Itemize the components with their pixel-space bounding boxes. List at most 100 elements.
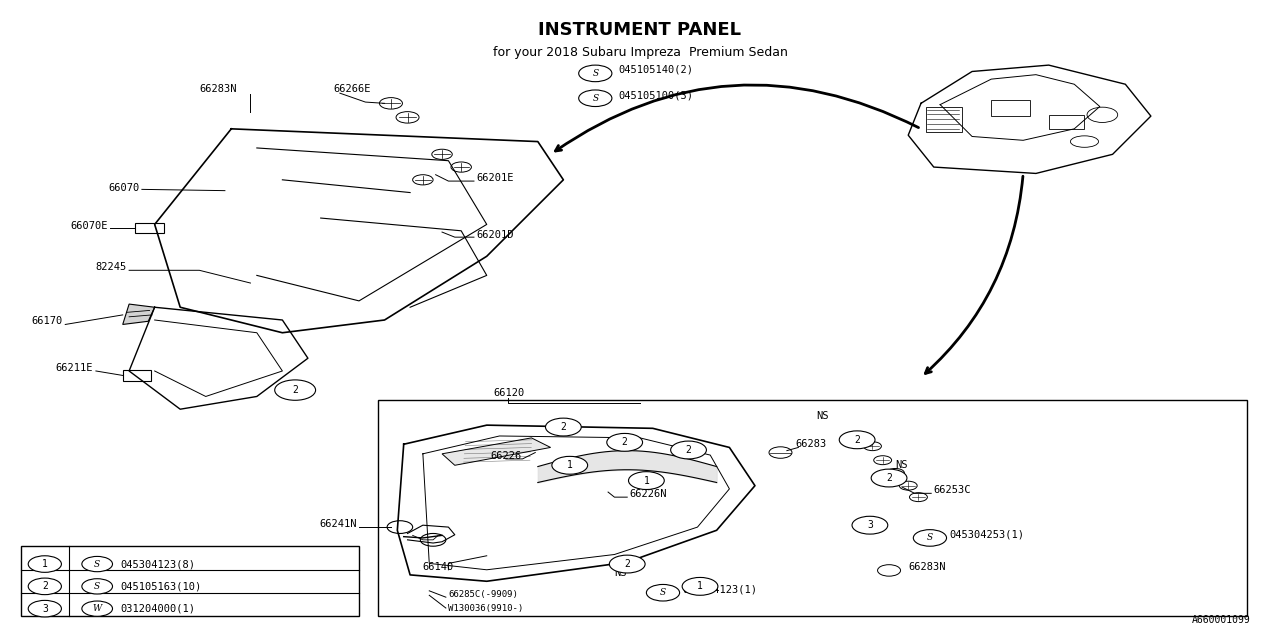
Text: 66226N: 66226N (630, 489, 667, 499)
Text: 66211E: 66211E (56, 363, 93, 373)
Text: INSTRUMENT PANEL: INSTRUMENT PANEL (539, 20, 741, 38)
Text: 1: 1 (698, 581, 703, 591)
Text: 045304253(1): 045304253(1) (948, 530, 1024, 540)
Circle shape (82, 579, 113, 594)
Ellipse shape (1070, 136, 1098, 147)
Text: 66283N: 66283N (200, 84, 237, 94)
Circle shape (609, 555, 645, 573)
Circle shape (671, 441, 707, 459)
Text: 66285C(-9909): 66285C(-9909) (448, 590, 518, 599)
Text: NS: NS (614, 568, 627, 578)
Polygon shape (442, 438, 550, 465)
Text: W130036(9910-): W130036(9910-) (448, 604, 524, 612)
Circle shape (28, 556, 61, 572)
Text: S: S (593, 69, 598, 78)
Bar (136, 223, 164, 234)
Text: 66170: 66170 (32, 316, 63, 326)
Text: NS: NS (896, 460, 908, 470)
Circle shape (910, 493, 928, 502)
Polygon shape (123, 304, 155, 324)
Bar (927, 106, 961, 132)
Circle shape (769, 447, 792, 458)
Circle shape (396, 111, 419, 123)
Circle shape (28, 578, 61, 595)
Circle shape (387, 521, 412, 534)
Text: 045105100(3): 045105100(3) (618, 90, 694, 100)
Circle shape (552, 456, 588, 474)
Text: 2: 2 (292, 385, 298, 395)
Text: S: S (95, 582, 100, 591)
Text: 2: 2 (886, 473, 892, 483)
Text: 1: 1 (644, 476, 649, 486)
Text: S: S (95, 559, 100, 568)
Text: 1: 1 (42, 559, 47, 569)
Text: 66201E: 66201E (476, 173, 515, 183)
Text: 045004123(1): 045004123(1) (682, 585, 758, 595)
Circle shape (431, 149, 452, 159)
Circle shape (82, 601, 113, 616)
Text: 045105163(10): 045105163(10) (120, 581, 201, 591)
Text: 2: 2 (42, 581, 47, 591)
Text: 66241N: 66241N (319, 519, 356, 529)
Circle shape (379, 98, 402, 109)
Circle shape (420, 534, 445, 546)
Circle shape (864, 442, 882, 451)
Circle shape (852, 516, 888, 534)
Text: 66070E: 66070E (70, 221, 108, 231)
Text: 2: 2 (622, 437, 627, 447)
Text: W: W (92, 604, 102, 613)
Circle shape (900, 481, 918, 490)
Circle shape (28, 600, 61, 617)
Circle shape (579, 90, 612, 106)
Bar (20, 546, 358, 616)
Circle shape (887, 468, 905, 477)
Text: S: S (593, 93, 598, 103)
Circle shape (1087, 107, 1117, 122)
Circle shape (545, 418, 581, 436)
Text: 66283: 66283 (796, 440, 827, 449)
Text: S: S (660, 588, 666, 597)
Circle shape (275, 380, 316, 400)
Text: 2: 2 (854, 435, 860, 445)
Text: 3: 3 (42, 604, 47, 614)
Circle shape (607, 433, 643, 451)
Text: 2: 2 (686, 445, 691, 455)
Text: 66266E: 66266E (334, 84, 371, 94)
Text: 031204000(1): 031204000(1) (120, 604, 195, 614)
Text: 66226: 66226 (490, 451, 522, 461)
Circle shape (872, 469, 908, 487)
Circle shape (914, 530, 946, 546)
Circle shape (840, 431, 876, 449)
Circle shape (451, 162, 471, 172)
Circle shape (846, 431, 864, 440)
Text: 82245: 82245 (95, 262, 127, 272)
Text: 2: 2 (561, 422, 566, 432)
Bar (991, 100, 1029, 116)
Circle shape (412, 175, 433, 185)
Bar (123, 371, 151, 381)
Text: 2: 2 (625, 559, 630, 569)
Circle shape (579, 65, 612, 82)
Circle shape (646, 584, 680, 601)
Text: 045304123(8): 045304123(8) (120, 559, 195, 569)
Bar (1048, 115, 1084, 129)
Bar (378, 399, 1247, 616)
Circle shape (628, 472, 664, 490)
Text: 66253C: 66253C (934, 485, 972, 495)
Text: NS: NS (817, 411, 828, 420)
Text: 66140: 66140 (422, 562, 454, 572)
Circle shape (682, 577, 718, 595)
Circle shape (878, 564, 901, 576)
Text: S: S (927, 533, 933, 543)
Text: 66201D: 66201D (476, 230, 515, 241)
Circle shape (874, 456, 892, 465)
Text: 3: 3 (867, 520, 873, 530)
Text: 1: 1 (567, 460, 572, 470)
Text: 66120: 66120 (493, 388, 525, 399)
Text: A660001099: A660001099 (1192, 614, 1251, 625)
Text: 66283N: 66283N (909, 563, 946, 572)
Circle shape (82, 556, 113, 572)
Text: 66070: 66070 (108, 182, 140, 193)
Text: for your 2018 Subaru Impreza  Premium Sedan: for your 2018 Subaru Impreza Premium Sed… (493, 46, 787, 59)
Text: 045105140(2): 045105140(2) (618, 65, 694, 75)
